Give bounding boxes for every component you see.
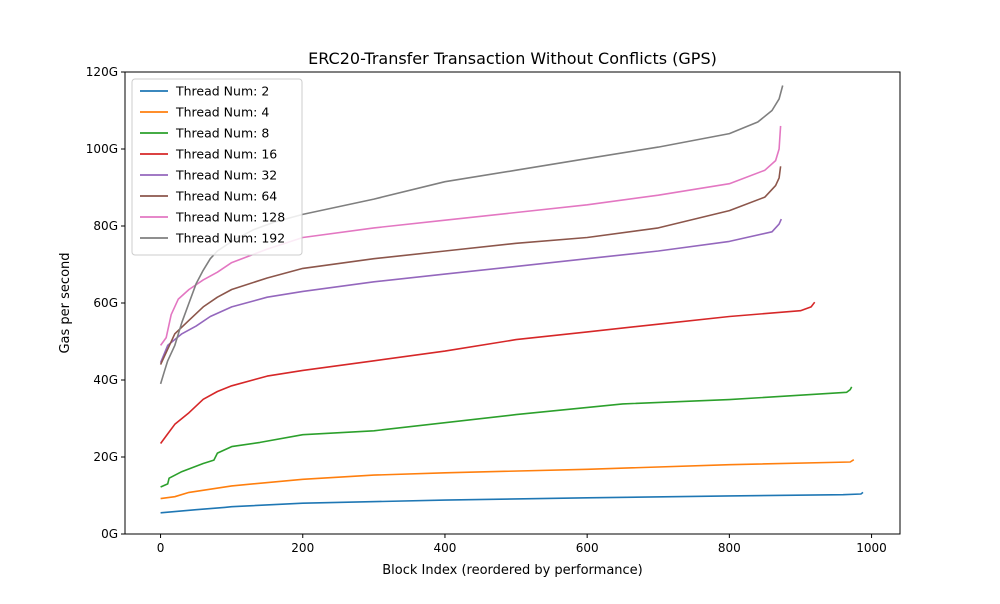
legend-entry-label: Thread Num: 64	[175, 189, 277, 204]
y-tick-label: 0G	[101, 527, 118, 541]
series-line-thread-num-128	[159, 125, 782, 346]
legend-entry-label: Thread Num: 16	[175, 147, 277, 162]
legend: Thread Num: 2 Thread Num: 4 Thread Num: 8 T…	[131, 78, 303, 256]
x-tick-label: 200	[291, 541, 314, 555]
series-line-thread-num-8	[160, 386, 853, 488]
legend-entry-label: Thread Num: 2	[175, 84, 269, 99]
y-tick-label: 120G	[86, 65, 118, 79]
y-axis: 0G 20G 40G 60G 80G 100G 120G	[86, 65, 125, 541]
legend-entry-label: Thread Num: 192	[175, 231, 285, 246]
legend-entry-label: Thread Num: 128	[175, 210, 285, 225]
legend-entry-label: Thread Num: 8	[175, 126, 269, 141]
y-tick-label: 20G	[93, 450, 118, 464]
y-axis-label: Gas per second	[58, 252, 73, 353]
series-line-thread-num-16	[159, 301, 816, 444]
series-line-thread-num-32	[159, 218, 783, 364]
legend-box	[131, 78, 303, 256]
x-tick-label: 800	[718, 541, 741, 555]
series-line-thread-num-2	[160, 491, 864, 514]
x-tick-label: 600	[576, 541, 599, 555]
x-axis: 0 200 400 600 800 1000	[157, 534, 887, 555]
y-tick-label: 100G	[86, 142, 118, 156]
series-line-thread-num-64	[159, 166, 782, 365]
y-tick-label: 80G	[93, 219, 118, 233]
x-tick-label: 1000	[856, 541, 887, 555]
legend-entry-label: Thread Num: 32	[175, 168, 277, 183]
chart-title: ERC20-Transfer Transaction Without Confl…	[308, 49, 717, 68]
x-tick-label: 0	[157, 541, 165, 555]
y-tick-label: 60G	[93, 296, 118, 310]
legend-entry-label: Thread Num: 4	[175, 105, 269, 120]
x-axis-label: Block Index (reordered by performance)	[382, 563, 643, 578]
x-tick-label: 400	[434, 541, 457, 555]
y-tick-label: 40G	[93, 373, 118, 387]
series-layer	[159, 85, 864, 514]
series-line-thread-num-4	[160, 459, 855, 500]
